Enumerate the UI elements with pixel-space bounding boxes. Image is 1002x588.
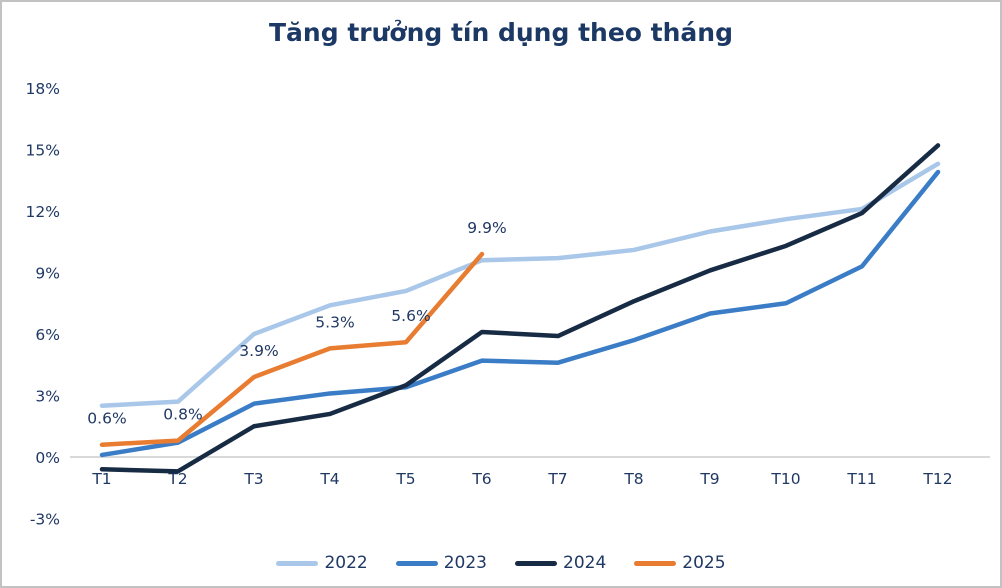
y-tick-label: 12% xyxy=(26,203,60,221)
y-tick-label: 18% xyxy=(26,80,60,98)
legend-swatch-2023 xyxy=(395,560,438,566)
x-tick-label-t6: T6 xyxy=(471,470,491,488)
data-label-2025-t1: 0.6% xyxy=(87,410,126,428)
y-tick-label: 6% xyxy=(35,326,60,344)
series-line-2025 xyxy=(99,251,485,447)
x-tick-label-t8: T8 xyxy=(623,470,643,488)
series-line-2023 xyxy=(99,169,941,458)
legend-swatch-2024 xyxy=(515,560,557,566)
y-tick-label: 15% xyxy=(26,142,60,160)
legend-item-2024: 2024 xyxy=(515,553,606,573)
legend-item-2025: 2025 xyxy=(634,553,726,573)
chart-title: Tăng trưởng tín dụng theo tháng xyxy=(269,18,733,47)
x-tick-label-t10: T10 xyxy=(770,470,800,488)
legend-swatch-2025 xyxy=(634,560,677,566)
legend-label-2022: 2022 xyxy=(324,553,368,573)
chart-legend: 2022 2023 2024 2025 xyxy=(2,553,1000,573)
y-tick-label: -3% xyxy=(30,511,60,529)
legend-label-2023: 2023 xyxy=(443,553,487,573)
legend-label-2024: 2024 xyxy=(563,553,607,573)
x-tick-label-t4: T4 xyxy=(319,470,339,488)
x-tick-label-t2: T2 xyxy=(167,470,187,488)
series-line-2024 xyxy=(99,143,941,474)
legend-item-2023: 2023 xyxy=(395,553,487,573)
legend-label-2025: 2025 xyxy=(682,553,726,573)
series-line-2022 xyxy=(99,161,941,408)
data-label-2025-t3: 3.9% xyxy=(239,342,278,360)
x-tick-label-t7: T7 xyxy=(547,470,567,488)
x-tick-label-t9: T9 xyxy=(699,470,719,488)
x-tick-label-t12: T12 xyxy=(922,470,952,488)
x-tick-label-t1: T1 xyxy=(91,470,111,488)
legend-item-2022: 2022 xyxy=(276,553,368,573)
data-label-2025-t4: 5.3% xyxy=(315,313,354,331)
credit-growth-line-chart: 18% 15% 12% 9% 6% 3% 0% -3% T1 T2 T3 T4 T5 T6 T7 T8 T9 T1… xyxy=(26,80,990,529)
y-tick-label: 0% xyxy=(35,449,60,467)
x-tick-label-t11: T11 xyxy=(846,470,876,488)
y-tick-label: 3% xyxy=(35,388,60,406)
y-tick-label: 9% xyxy=(35,265,60,283)
legend-swatch-2022 xyxy=(276,560,319,566)
x-tick-label-t5: T5 xyxy=(395,470,415,488)
data-label-2025-t5: 5.6% xyxy=(391,307,430,325)
x-tick-label-t3: T3 xyxy=(243,470,263,488)
data-label-2025-t2: 0.8% xyxy=(163,406,202,424)
data-label-2025-t6: 9.9% xyxy=(467,219,506,237)
